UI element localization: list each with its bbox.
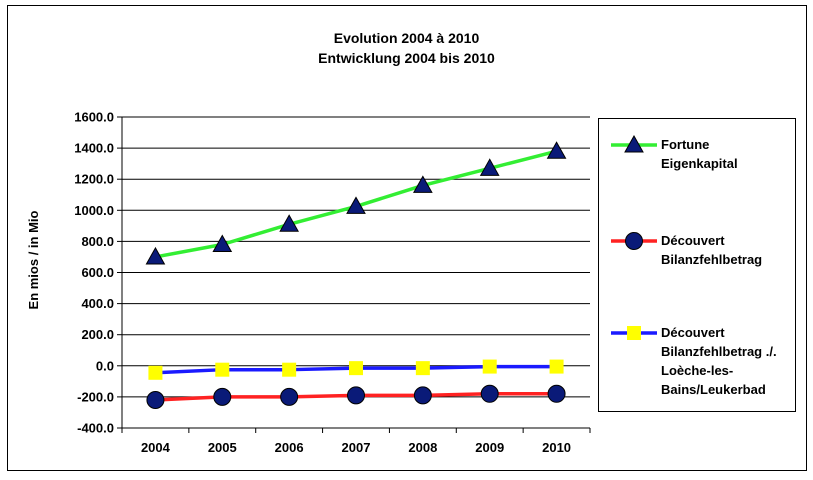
y-tick-label: 1400.0 [74, 141, 114, 156]
data-point-decouvert-ll [415, 361, 430, 376]
y-tick-label: 800.0 [81, 234, 114, 249]
data-point-decouvert [146, 391, 165, 410]
data-point-decouvert [547, 384, 566, 403]
data-point-decouvert [480, 384, 499, 403]
y-tick-label: 0.0 [96, 358, 114, 373]
y-tick-label: 400.0 [81, 296, 114, 311]
chart-subtitle: Entwicklung 2004 bis 2010 [318, 50, 495, 66]
y-tick-label: -400.0 [77, 421, 114, 436]
x-tick-label: 2005 [208, 440, 237, 455]
legend: Fortune Eigenkapital Découvert Bilanzfeh… [598, 118, 796, 412]
data-point-fortune [479, 158, 500, 176]
y-tick-label: 1200.0 [74, 172, 114, 187]
chart-title: Evolution 2004 à 2010 [333, 30, 480, 46]
data-point-fortune [346, 196, 366, 214]
y-tick-label: 1000.0 [74, 203, 114, 218]
legend-symbol-decouvert-ll [611, 326, 657, 340]
data-point-decouvert-ll [282, 362, 297, 377]
data-point-decouvert-ll [482, 359, 497, 374]
y-axis-label: En mios / in Mio [26, 210, 41, 310]
data-point-fortune [212, 234, 233, 253]
data-point-fortune [145, 246, 166, 265]
legend-label-fortune: Fortune Eigenkapital [661, 137, 738, 171]
legend-symbol-decouvert [611, 232, 657, 250]
legend-marker [627, 326, 641, 340]
data-point-decouvert [280, 387, 299, 406]
y-tick-label: -200.0 [77, 389, 114, 404]
legend-label-decouvert: Découvert Bilanzfehlbetrag [661, 233, 763, 267]
data-point-decouvert [413, 386, 432, 405]
data-point-fortune [413, 175, 433, 193]
x-tick-label: 2010 [542, 440, 571, 455]
data-point-decouvert [347, 386, 365, 405]
legend-label-decouvert-ll: Découvert Bilanzfehlbetrag ./. Loèche-le… [661, 325, 777, 397]
x-tick-label: 2006 [275, 440, 304, 455]
y-tick-label: 200.0 [81, 327, 114, 342]
x-tick-label: 2004 [141, 440, 171, 455]
x-tick-label: 2007 [342, 440, 371, 455]
x-tick-label: 2009 [475, 440, 504, 455]
data-point-fortune [546, 141, 567, 159]
data-point-decouvert-ll [148, 365, 163, 380]
data-point-decouvert-ll [349, 361, 363, 376]
data-point-decouvert-ll [549, 359, 564, 374]
y-tick-label: 600.0 [81, 265, 114, 280]
y-tick-label: 1600.0 [74, 110, 114, 125]
data-point-decouvert-ll [215, 362, 230, 377]
legend-marker [624, 135, 644, 153]
x-tick-label: 2008 [408, 440, 437, 455]
legend-symbol-fortune [611, 135, 657, 153]
data-point-decouvert [213, 387, 232, 406]
data-point-fortune [279, 214, 299, 232]
legend-marker [625, 232, 643, 250]
